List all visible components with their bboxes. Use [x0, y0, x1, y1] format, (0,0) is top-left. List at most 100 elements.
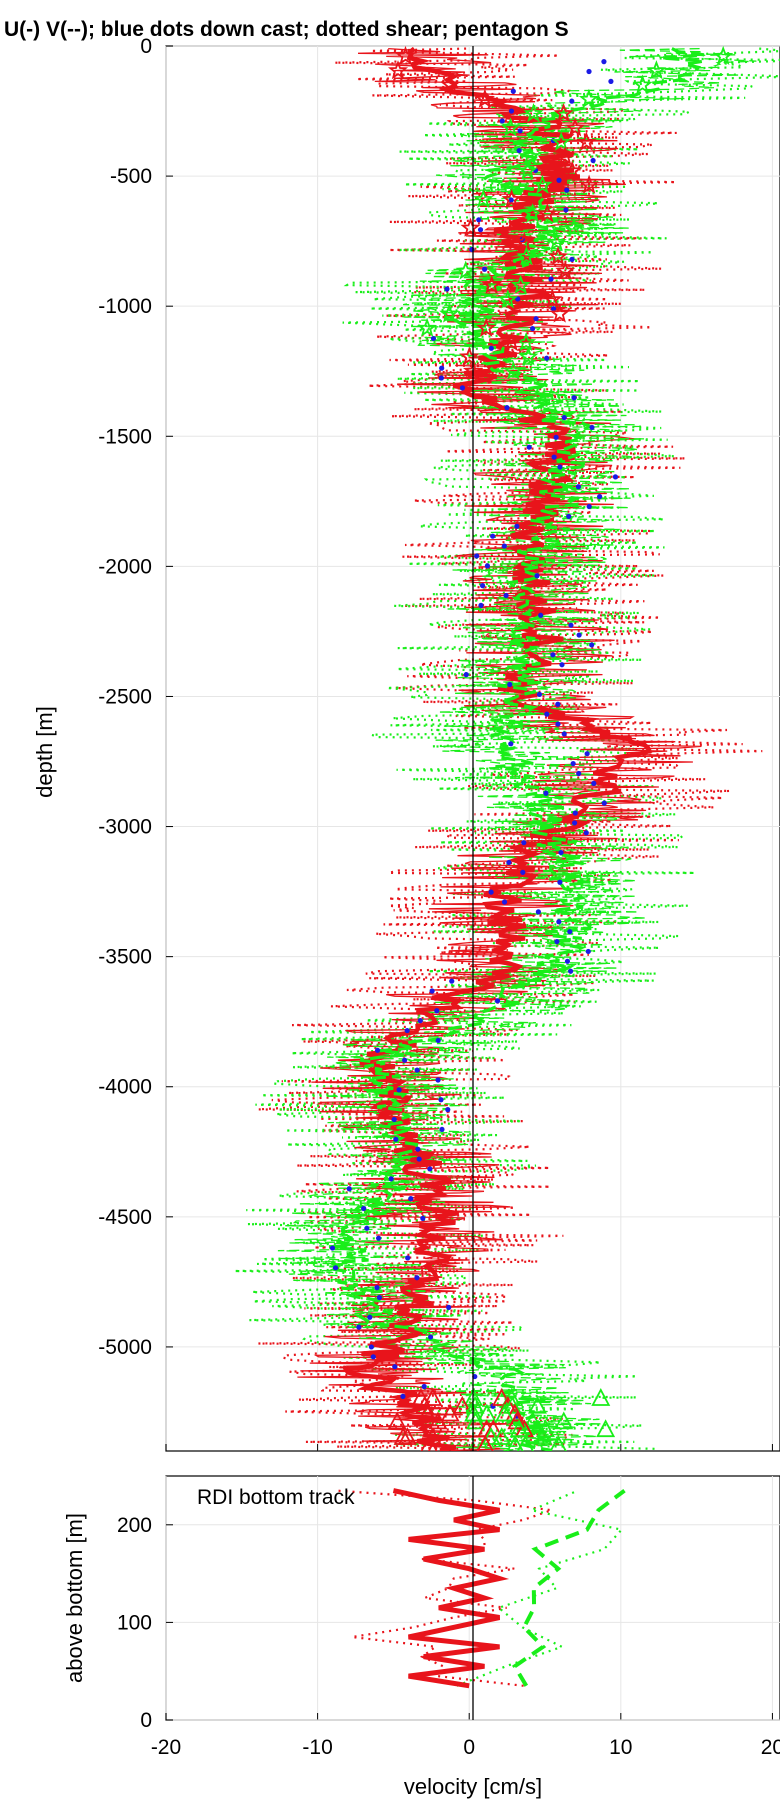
downcast-dot [504, 405, 510, 411]
v-star-marker [455, 260, 476, 280]
u-star-marker [562, 160, 583, 180]
downcast-dot [459, 385, 466, 391]
downcast-dot [564, 187, 570, 193]
downcast-dot [439, 365, 445, 371]
downcast-dot [559, 662, 565, 668]
downcast-dot [608, 78, 614, 84]
downcast-dot [553, 434, 559, 440]
downcast-dot [356, 1324, 362, 1330]
v-star-marker [632, 74, 653, 94]
sub-series [336, 1488, 626, 1689]
downcast-dot [446, 1304, 452, 1310]
downcast-dot [555, 701, 561, 707]
downcast-dot [563, 207, 569, 213]
downcast-dot [517, 128, 523, 134]
downcast-dot [586, 503, 592, 510]
v-star-marker [563, 217, 585, 237]
sub-y-tick-label: 100 [117, 1611, 152, 1634]
u-star-marker [555, 260, 576, 280]
downcast-dot [388, 1176, 394, 1182]
downcast-dot [571, 395, 577, 401]
sub-y-ticks: 0 100 200 [117, 1514, 152, 1732]
downcast-dot [516, 147, 522, 154]
downcast-dot [346, 1186, 352, 1192]
downcast-dot [408, 1196, 414, 1202]
v-star-marker [439, 303, 460, 323]
u-star-marker [565, 117, 586, 137]
v-star-marker [551, 131, 572, 151]
v-star-marker [510, 274, 531, 294]
downcast-dot [370, 1354, 376, 1360]
u-star-marker [395, 46, 416, 65]
downcast-dot [501, 543, 507, 549]
v-triangle-marker [502, 1395, 522, 1414]
v-star-marker [417, 317, 438, 337]
downcast-dot [567, 929, 573, 935]
v-triangle-marker [596, 1419, 616, 1438]
u-thin-line [297, 47, 702, 1451]
downcast-dot [435, 1037, 441, 1044]
u-star-marker [440, 74, 461, 94]
downcast-dot [566, 513, 572, 520]
downcast-dot [507, 681, 513, 688]
u-triangle-marker [415, 1395, 435, 1414]
v-triangle-marker [495, 1403, 515, 1422]
x-tick-label: -20 [151, 1736, 181, 1759]
downcast-dot [414, 1275, 420, 1281]
v-star-marker [497, 289, 519, 309]
downcast-dot [445, 1107, 451, 1113]
sub-x-ticks: -20 -10 0 10 20 [151, 1736, 780, 1759]
u-star-marker [537, 203, 558, 223]
main-series [233, 46, 780, 1451]
u-star-marker [514, 231, 535, 251]
v-triangle-marker [481, 1427, 501, 1445]
downcast-dot [597, 494, 603, 500]
downcast-dot [557, 464, 563, 470]
v-thin-dashed-line [277, 47, 757, 1451]
v-star-marker [713, 46, 734, 65]
u-triangle-marker [423, 1388, 443, 1406]
main-y-tick-label: -500 [110, 165, 152, 188]
downcast-dot [544, 355, 550, 361]
downcast-dot [530, 325, 536, 332]
u-triangle-marker [505, 1403, 525, 1422]
downcast-dot [429, 988, 435, 994]
downcast-dot [514, 523, 520, 529]
main-y-tick-label: -2500 [98, 685, 152, 708]
downcast-dot [391, 1116, 397, 1123]
main-y-tick-label: -4500 [98, 1206, 152, 1229]
u-triangle-marker [397, 1427, 417, 1445]
downcast-dot [477, 227, 484, 233]
u-star-marker [553, 102, 574, 123]
downcast-dot [400, 1393, 406, 1399]
u-triangle-marker [492, 1388, 512, 1406]
v-triangle-marker [554, 1411, 574, 1430]
downcast-dot [586, 68, 592, 75]
u-triangle-marker [507, 1411, 527, 1430]
u-star-marker [579, 174, 600, 194]
downcast-dot [439, 1126, 445, 1133]
downcast-dot [364, 1225, 370, 1231]
bt-v-thick-dashed-line [512, 1489, 626, 1687]
downcast-dot [521, 840, 527, 846]
sub-y-axis-label: above bottom [m] [62, 1513, 87, 1683]
u-triangle-marker [417, 1403, 437, 1422]
v-star-marker [523, 102, 544, 123]
v-triangle-marker [516, 1434, 534, 1451]
main-y-tick-label: -4000 [98, 1076, 152, 1099]
u-star-marker [460, 217, 481, 237]
downcast-dot [463, 672, 469, 678]
downcast-dot [435, 1077, 441, 1083]
downcast-dot [589, 642, 595, 648]
v-triangle-marker [533, 1427, 553, 1445]
v-star-marker [516, 246, 537, 266]
downcast-dot [572, 810, 578, 816]
downcast-dot [585, 948, 591, 955]
downcast-dot [590, 157, 596, 164]
downcast-dot [506, 859, 512, 866]
downcast-dot [444, 286, 450, 292]
downcast-dot [404, 1027, 410, 1034]
x-axis-label: velocity [cm/s] [404, 1774, 542, 1799]
v-star-marker [517, 160, 538, 180]
downcast-dot [476, 217, 482, 223]
